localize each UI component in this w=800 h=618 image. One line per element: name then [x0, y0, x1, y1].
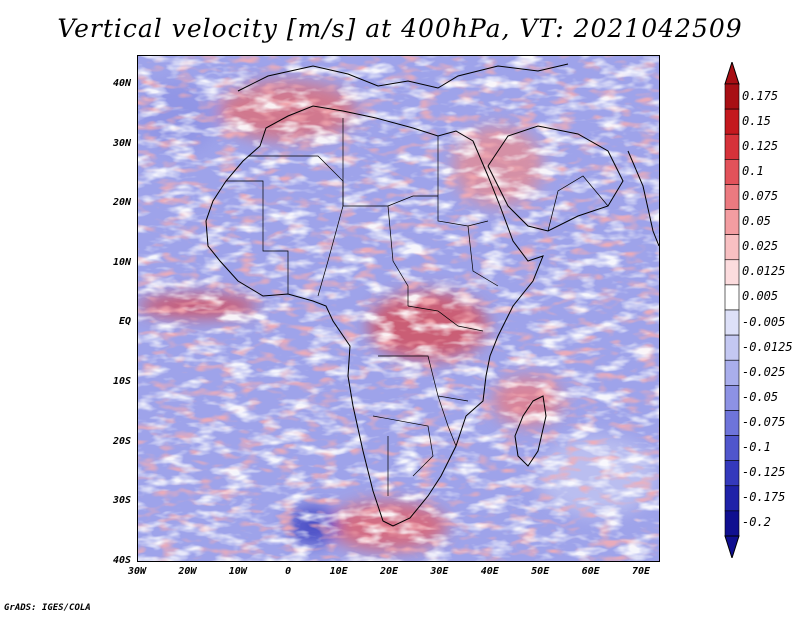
colorbar-segment	[724, 209, 740, 235]
colorbar-segment	[724, 510, 740, 537]
map-panel	[137, 55, 660, 562]
colorbar-segment	[724, 108, 740, 135]
colorbar-max-arrow	[724, 62, 740, 85]
country-borders	[226, 118, 609, 496]
colorbar-segment	[724, 460, 740, 487]
colorbar-label: 0.125	[742, 138, 779, 153]
colorbar-segment	[724, 410, 740, 436]
lon-tick-label: 20W	[178, 566, 197, 577]
colorbar-label: -0.1	[742, 440, 771, 455]
lat-tick-label: 40S	[112, 554, 131, 566]
colorbar-segment	[724, 435, 740, 461]
colorbar-segment	[724, 259, 740, 286]
colorbar-label: 0.175	[742, 88, 779, 103]
lon-tick-label: 30E	[430, 566, 449, 577]
colorbar-label: -0.05	[742, 389, 779, 404]
colorbar-min-arrow	[724, 535, 740, 558]
colorbar	[724, 62, 740, 558]
colorbar-label: 0.15	[742, 113, 771, 128]
vertical-velocity-field	[138, 56, 659, 561]
colorbar-segment	[724, 309, 740, 336]
colorbar-segment	[724, 334, 740, 361]
colorbar-segment	[724, 359, 740, 386]
lon-tick-label: 60E	[581, 566, 600, 577]
colorbar-label: -0.125	[742, 465, 786, 480]
lat-tick-label: EQ	[118, 316, 131, 328]
lat-tick-label: 20N	[112, 197, 131, 209]
colorbar-segment	[724, 385, 740, 411]
lon-tick-label: 0	[285, 566, 292, 577]
lon-tick-label: 50E	[531, 566, 550, 577]
lat-tick-label: 30S	[112, 495, 131, 507]
colorbar-label: 0.025	[742, 239, 779, 254]
arabia-outline	[487, 125, 624, 232]
lon-tick-label: 20E	[379, 566, 399, 577]
lat-tick-label: 40N	[112, 78, 131, 89]
colorbar-segment	[724, 133, 740, 160]
lon-tick-label: 40E	[480, 566, 499, 577]
lat-tick-label: 20S	[112, 435, 131, 447]
coastlines	[205, 63, 659, 527]
colorbar-label: -0.025	[742, 364, 786, 379]
colorbar-segment	[724, 234, 740, 261]
colorbar-label: -0.075	[742, 415, 786, 429]
lon-tick-label: 70E	[631, 566, 651, 577]
colorbar-label: -0.0125	[742, 339, 793, 354]
mediterranean-coast	[237, 63, 569, 92]
lon-tick-label: 10E	[329, 566, 348, 577]
lat-tick-label: 10S	[112, 376, 131, 387]
colorbar-label: 0.05	[742, 214, 771, 229]
grads-credit: GrADS: IGES/COLA	[4, 603, 91, 613]
colorbar-segment	[724, 485, 740, 512]
colorbar-segment	[724, 184, 740, 210]
lon-tick-label: 30W	[127, 566, 147, 577]
chart-title: Vertical velocity [m/s] at 400hPa, VT: 2…	[57, 14, 743, 43]
colorbar-segment	[724, 284, 740, 311]
india-coast	[627, 150, 659, 247]
colorbar-label: 0.005	[742, 289, 779, 304]
colorbar-label: -0.005	[742, 314, 786, 329]
colorbar-label: 0.075	[742, 189, 779, 203]
colorbar-label: 0.1	[742, 163, 764, 178]
colorbar-label: 0.0125	[742, 264, 786, 279]
lon-tick-label: 10W	[228, 566, 247, 577]
lat-tick-label: 10N	[112, 256, 131, 268]
colorbar-label: -0.2	[742, 515, 771, 530]
africa-coastline	[205, 105, 544, 527]
colorbar-segment	[724, 83, 740, 110]
colorbar-label: -0.175	[742, 490, 786, 505]
lat-tick-label: 30N	[112, 137, 131, 149]
madagascar-outline	[514, 395, 547, 467]
colorbar-segment	[724, 159, 740, 185]
